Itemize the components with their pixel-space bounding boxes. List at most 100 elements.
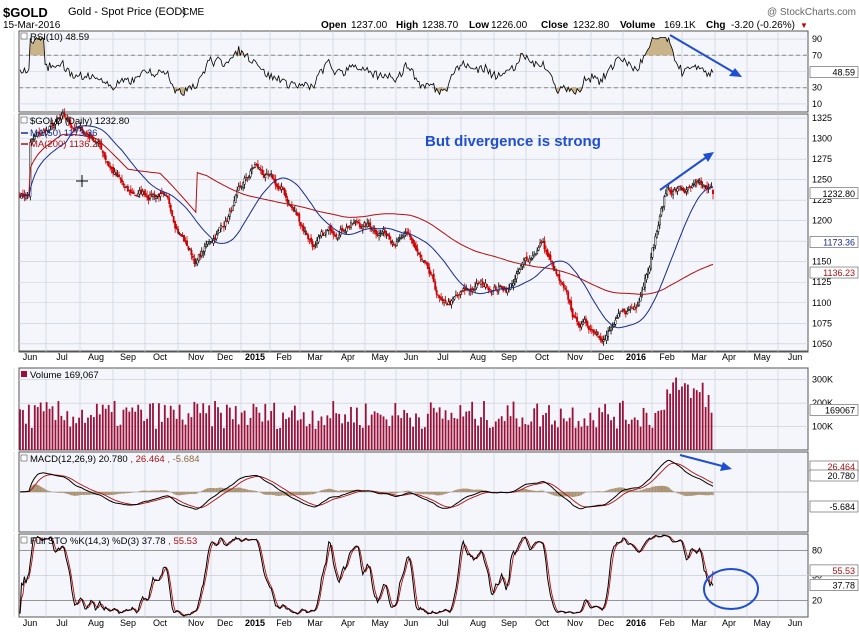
- price-candle: [389, 236, 390, 240]
- price-candle: [265, 175, 266, 178]
- macd-histogram-bar: [146, 491, 147, 492]
- price-candle: [699, 181, 700, 182]
- price-candle: [494, 287, 495, 290]
- price-candle: [333, 232, 334, 235]
- macd-histogram-bar: [313, 492, 314, 494]
- volume-bar: [131, 407, 133, 450]
- price-candle: [684, 191, 685, 193]
- x-axis-label-lower: Nov: [188, 618, 205, 628]
- price-candle: [338, 235, 339, 238]
- price-candle: [454, 297, 455, 299]
- macd-histogram-bar: [534, 491, 535, 492]
- macd-histogram-bar: [387, 492, 388, 493]
- price-candle: [445, 300, 446, 303]
- volume-bar: [93, 417, 95, 450]
- x-axis-label-upper: Jun: [788, 352, 803, 362]
- price-candle: [618, 314, 619, 318]
- x-axis-label-lower: Sep: [120, 618, 136, 628]
- x-axis-label-lower: Oct: [535, 618, 550, 628]
- price-candle: [182, 235, 183, 236]
- price-candle: [526, 257, 527, 260]
- macd-histogram-bar: [303, 492, 304, 495]
- macd-histogram-bar: [423, 492, 424, 494]
- x-axis-label-lower: Jul: [437, 618, 449, 628]
- volume-bar: [451, 413, 453, 450]
- price-candle: [269, 174, 270, 175]
- price-candle: [300, 222, 301, 225]
- volume-bar: [412, 427, 414, 450]
- chg-down-marker: ▼: [800, 21, 808, 30]
- volume-bar: [595, 427, 597, 450]
- volume-bar: [389, 426, 391, 450]
- price-candle: [192, 256, 193, 258]
- price-candle: [439, 296, 440, 298]
- volume-bar: [158, 403, 160, 450]
- x-axis-label-lower: May: [753, 618, 771, 628]
- volume-bar: [356, 408, 358, 450]
- volume-bar: [524, 424, 526, 450]
- price-candle: [299, 214, 300, 221]
- price-candle: [449, 301, 450, 305]
- price-candle: [239, 186, 240, 187]
- volume-bar: [439, 407, 441, 450]
- volume-bar: [696, 390, 698, 450]
- macd-histogram-bar: [312, 492, 313, 494]
- volume-bar: [220, 413, 222, 450]
- price-candle: [541, 242, 542, 243]
- price-candle: [600, 337, 601, 340]
- macd-histogram-bar: [672, 491, 673, 492]
- price-candle: [495, 287, 496, 290]
- volume-bar: [625, 420, 627, 450]
- macd-histogram-bar: [186, 492, 187, 494]
- macd-histogram-bar: [46, 490, 47, 492]
- chg-value: -3.20 (-0.26%): [731, 20, 795, 31]
- macd-histogram-bar: [279, 492, 280, 496]
- macd-histogram-bar: [43, 488, 44, 492]
- volume-bar: [303, 412, 305, 450]
- price-candle: [417, 249, 418, 252]
- rsi-tick: 90: [812, 34, 822, 44]
- price-candle: [387, 234, 388, 236]
- price-candle: [674, 189, 675, 190]
- volume-bar: [383, 416, 385, 450]
- x-axis-label-upper: Jun: [23, 352, 38, 362]
- price-candle: [331, 229, 332, 233]
- price-candle: [631, 308, 632, 309]
- macd-histogram-bar: [296, 492, 297, 495]
- x-axis-label-lower: Nov: [567, 618, 584, 628]
- price-candle: [183, 235, 184, 241]
- price-candle: [573, 316, 574, 318]
- macd-histogram-bar: [55, 492, 56, 493]
- volume-bar: [155, 429, 157, 450]
- macd-histogram-bar: [569, 492, 570, 496]
- price-candle: [232, 206, 233, 211]
- macd-histogram-bar: [244, 489, 245, 492]
- macd-histogram-bar: [256, 491, 257, 492]
- macd-histogram-bar: [338, 491, 339, 492]
- x-axis-label-lower: Apr: [341, 618, 355, 628]
- price-candle: [344, 231, 345, 233]
- price-candle: [420, 255, 421, 257]
- price-candle: [149, 195, 150, 198]
- price-candle: [700, 181, 701, 185]
- macd-histogram-bar: [652, 487, 653, 492]
- price-candle: [615, 320, 616, 324]
- macd-histogram-bar: [118, 492, 119, 494]
- price-candle: [578, 323, 579, 326]
- volume-bar: [315, 429, 317, 450]
- rsi-tick: 30: [812, 83, 822, 93]
- macd-histogram-bar: [390, 492, 391, 493]
- macd-histogram-bar: [473, 490, 474, 492]
- macd-histogram-bar: [695, 492, 696, 495]
- x-axis-label-upper: Sep: [501, 352, 517, 362]
- price-candle: [712, 190, 713, 193]
- macd-histogram-bar: [440, 492, 441, 495]
- macd-histogram-bar: [211, 488, 212, 492]
- x-axis-label-upper: Sep: [120, 352, 136, 362]
- macd-histogram-bar: [248, 490, 249, 492]
- macd-histogram-bar: [214, 488, 215, 492]
- price-candle: [528, 261, 529, 262]
- macd-histogram-bar: [418, 492, 419, 494]
- volume-bar: [634, 417, 636, 450]
- volume-bar: [318, 421, 320, 450]
